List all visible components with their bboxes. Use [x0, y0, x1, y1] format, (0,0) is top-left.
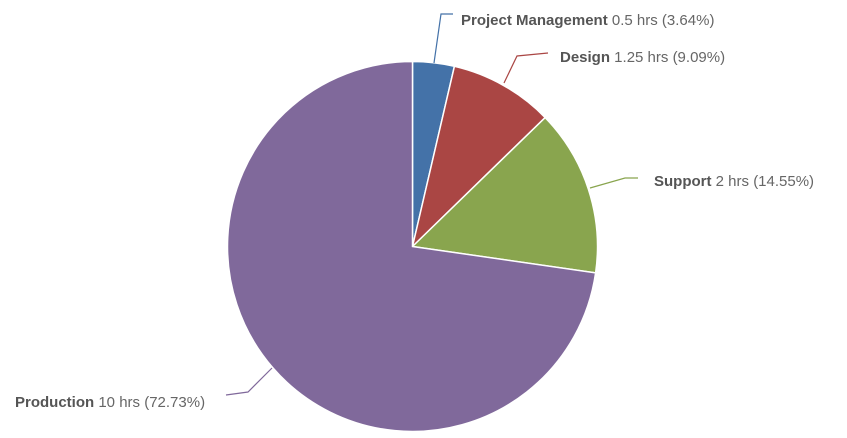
pie-slice-support[interactable]: [410, 116, 599, 274]
data-label-value: 0.5 hrs: [608, 12, 662, 29]
data-label-value: 1.25 hrs: [610, 49, 673, 66]
data-label-production: Production 10 hrs (72.73%): [15, 394, 205, 411]
data-label-name: Production: [15, 394, 94, 411]
leader-line-production: [225, 367, 273, 396]
slices-layer: [226, 60, 599, 433]
data-label-name: Design: [560, 49, 610, 66]
data-label-percent: (3.64%): [662, 12, 715, 29]
leader-line-project-management: [433, 13, 453, 64]
data-label-support: Support 2 hrs (14.55%): [654, 173, 814, 190]
data-label-percent: (14.55%): [753, 173, 814, 190]
labels-layer: Project Management 0.5 hrs (3.64%) Design…: [15, 12, 814, 411]
pie-slice-production[interactable]: [226, 60, 597, 433]
data-label-name: Project Management: [461, 12, 608, 29]
data-label-name: Support: [654, 173, 712, 190]
data-label-percent: (9.09%): [673, 49, 726, 66]
data-label-value: 10 hrs: [94, 394, 144, 411]
data-label-project-management: Project Management 0.5 hrs (3.64%): [461, 12, 714, 29]
leader-lines-layer: [225, 13, 638, 396]
data-label-value: 2 hrs: [712, 173, 754, 190]
data-label-percent: (72.73%): [144, 394, 205, 411]
pie-slice-design[interactable]: [411, 65, 547, 249]
data-label-design: Design 1.25 hrs (9.09%): [560, 49, 725, 66]
leader-line-design: [503, 52, 549, 84]
leader-line-support: [589, 177, 638, 189]
